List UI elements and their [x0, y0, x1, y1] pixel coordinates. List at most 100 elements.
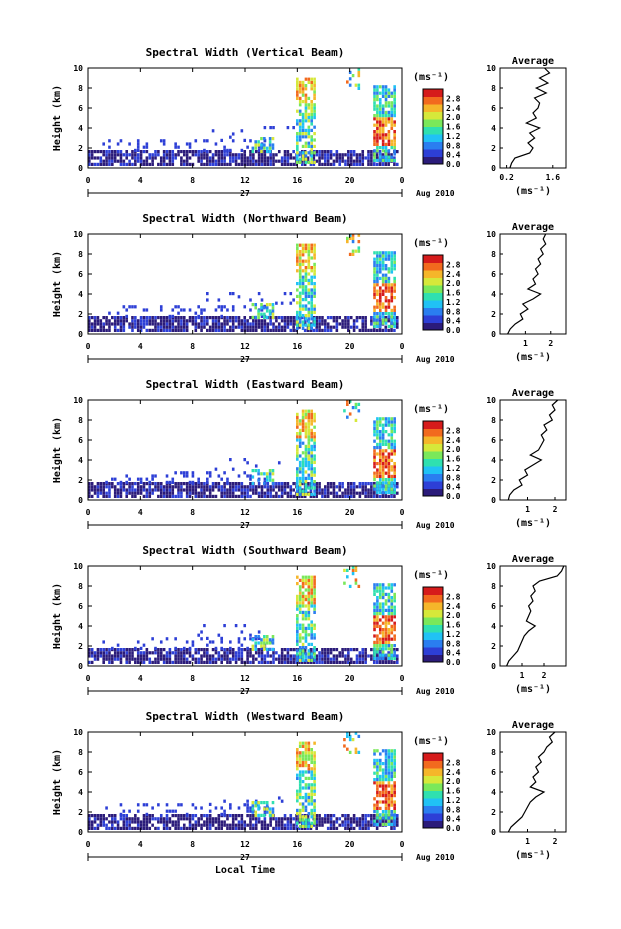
- heatmap-cell: [251, 315, 255, 319]
- colorbar-swatch: [423, 300, 443, 308]
- heatmap-cell: [223, 488, 226, 492]
- heatmap-cell: [240, 651, 244, 655]
- heatmap-cell: [301, 575, 305, 579]
- colorbar-swatch: [423, 285, 443, 293]
- heatmap-cell: [373, 257, 376, 261]
- heatmap-cell: [154, 485, 157, 489]
- heatmap-cell: [188, 823, 192, 827]
- heatmap-cell: [376, 417, 379, 421]
- heatmap-cell: [177, 823, 180, 827]
- heatmap-cell: [313, 789, 316, 793]
- heatmap-cell: [301, 470, 305, 474]
- heatmap-cell: [324, 491, 327, 495]
- heatmap-cell: [188, 142, 192, 146]
- heatmap-cell: [309, 660, 313, 664]
- heatmap-cell: [263, 641, 266, 645]
- heatmap-cell: [307, 617, 311, 621]
- heatmap-cell: [254, 804, 258, 808]
- heatmap-cell: [351, 74, 355, 78]
- heatmap-cell: [197, 156, 200, 160]
- heatmap-cell: [185, 485, 189, 489]
- heatmap-cell: [378, 91, 382, 95]
- heatmap-cell: [329, 162, 333, 166]
- heatmap-cell: [307, 658, 311, 662]
- heatmap-cell: [387, 305, 391, 309]
- heatmap-cell: [263, 322, 267, 326]
- heatmap-cell: [249, 823, 252, 827]
- heatmap-cell: [105, 153, 108, 157]
- heatmap-cell: [315, 648, 318, 652]
- heatmap-cell: [296, 109, 299, 113]
- heatmap-cell: [275, 153, 278, 157]
- heatmap-cell: [390, 765, 394, 769]
- heatmap-cell: [249, 817, 252, 821]
- heatmap-cell: [301, 796, 305, 800]
- heatmap-cell: [378, 637, 382, 641]
- heatmap-cell: [194, 325, 198, 329]
- heatmap-cell: [387, 155, 391, 159]
- date-label: Aug 2010: [416, 853, 455, 862]
- heatmap-cell: [307, 460, 311, 464]
- heatmap-cell: [220, 660, 224, 664]
- heatmap-cell: [301, 154, 305, 158]
- heatmap-cell: [307, 467, 311, 471]
- heatmap-cell: [254, 820, 258, 824]
- heatmap-cell: [307, 476, 311, 480]
- heatmap-cell: [307, 575, 311, 579]
- heatmap-cell: [280, 159, 284, 163]
- heatmap-cell: [304, 144, 308, 148]
- heatmap-cell: [229, 316, 232, 320]
- heatmap-cell: [298, 796, 302, 800]
- heatmap-cell: [136, 159, 140, 163]
- heatmap-cell: [313, 460, 316, 464]
- heatmap-cell: [119, 316, 123, 320]
- heatmap-cell: [136, 322, 140, 326]
- heatmap-cell: [358, 156, 362, 160]
- heatmap-cell: [136, 488, 140, 492]
- heatmap-cell: [307, 246, 311, 250]
- heatmap-cell: [283, 814, 287, 818]
- heatmap-cell: [301, 304, 305, 308]
- heatmap-cell: [376, 810, 379, 814]
- y-tick-label: 0: [78, 164, 83, 173]
- heatmap-cell: [312, 153, 316, 157]
- heatmap-cell: [151, 319, 154, 323]
- heatmap-cell: [347, 814, 350, 818]
- heatmap-cell: [307, 633, 311, 637]
- heatmap-cell: [257, 651, 261, 655]
- heatmap-cell: [136, 826, 140, 830]
- heatmap-cell: [348, 584, 352, 588]
- heatmap-cell: [390, 312, 394, 316]
- heatmap-cell: [298, 660, 301, 664]
- heatmap-cell: [194, 657, 198, 661]
- heatmap-cell: [292, 657, 295, 661]
- heatmap-cell: [375, 494, 379, 498]
- heatmap-cell: [260, 485, 264, 489]
- heatmap-cell: [378, 651, 382, 655]
- heatmap-cell: [298, 125, 302, 129]
- heatmap-cell: [298, 128, 302, 132]
- heatmap-cell: [395, 325, 399, 329]
- heatmap-cells: [88, 565, 399, 664]
- heatmap-cell: [367, 156, 370, 160]
- heatmap-cell: [180, 814, 183, 818]
- heatmap-cell: [395, 657, 399, 661]
- heatmap-cell: [249, 316, 252, 320]
- heatmap-cell: [280, 494, 284, 498]
- heatmap-cell: [376, 784, 379, 788]
- heatmap-cell: [373, 251, 376, 255]
- heatmap-cell: [188, 319, 192, 323]
- heatmap-cell: [292, 325, 295, 329]
- heatmap-cell: [307, 243, 311, 247]
- heatmap-cell: [113, 477, 117, 481]
- heatmap-cell: [390, 752, 394, 756]
- heatmap-cell: [298, 480, 302, 484]
- heatmap-cell: [381, 656, 385, 660]
- heatmap-cell: [301, 646, 305, 650]
- heatmap-cell: [364, 156, 367, 160]
- profile-y-tick-label: 8: [491, 748, 496, 757]
- heatmap-cell: [206, 823, 209, 827]
- heatmap-cell: [113, 654, 117, 658]
- day-label: 27: [240, 355, 250, 364]
